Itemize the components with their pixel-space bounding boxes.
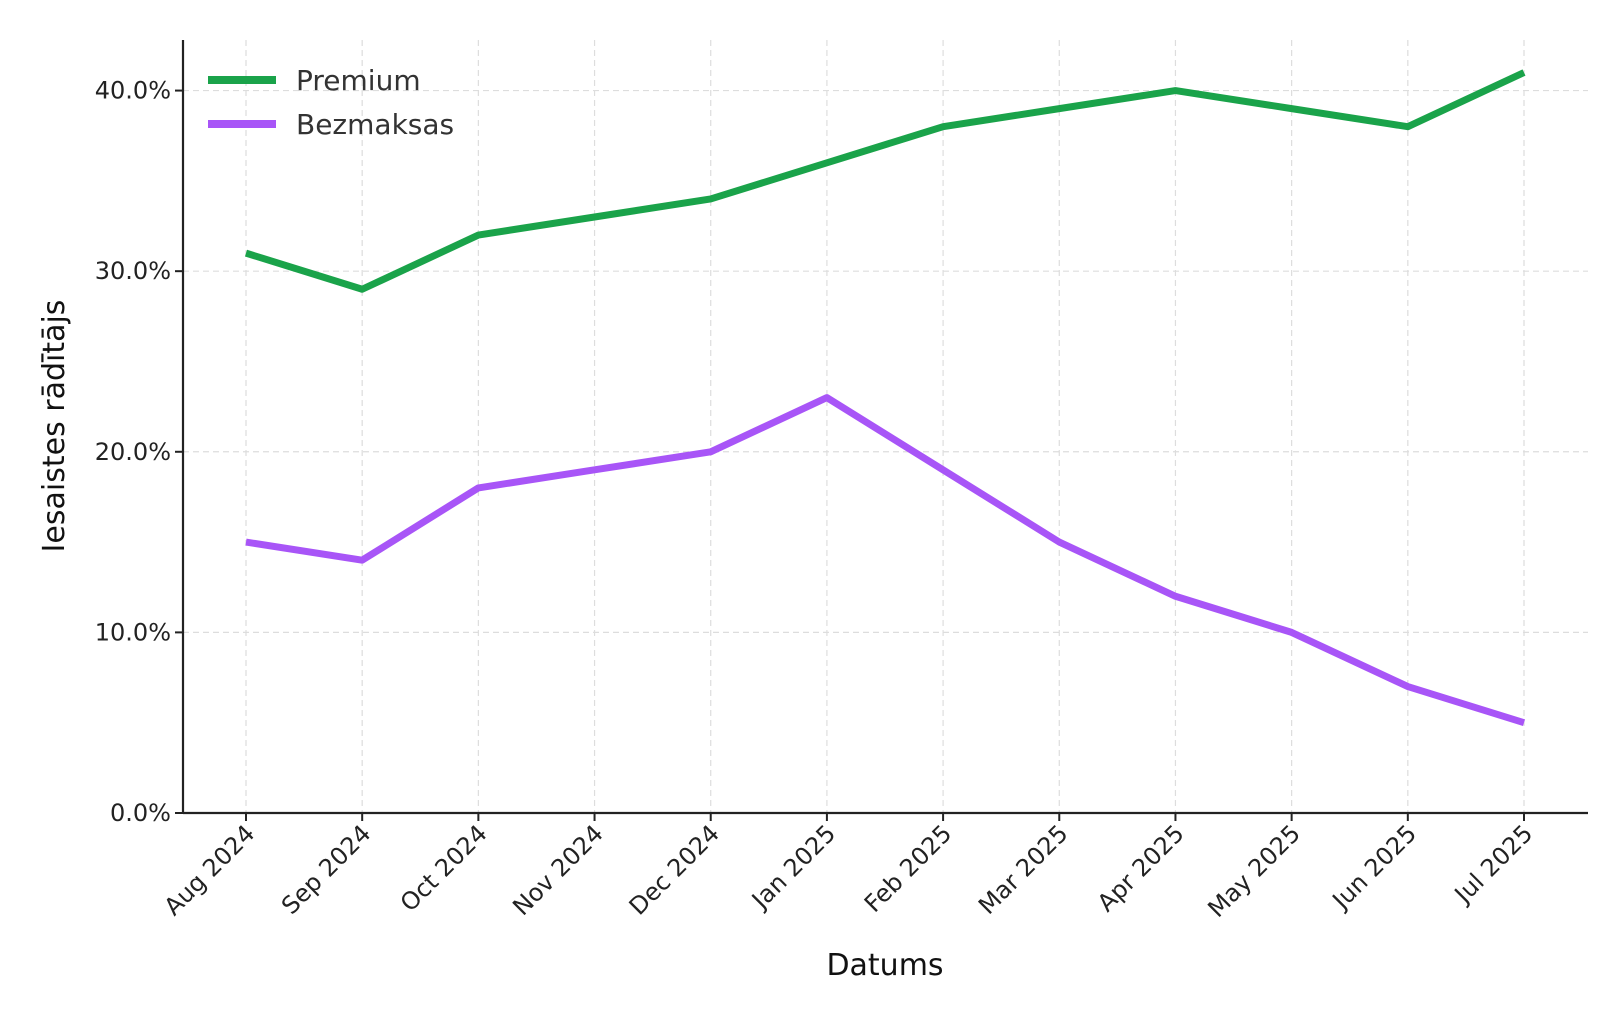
x-tick-label: Aug 2024 <box>159 819 261 921</box>
x-tick-label: Oct 2024 <box>395 819 493 917</box>
legend-label-bezmaksas: Bezmaksas <box>296 108 454 141</box>
series-line-bezmaksas <box>245 394 1526 727</box>
grid <box>183 40 1588 813</box>
legend: Premium Bezmaksas <box>208 64 454 141</box>
x-tick-label: May 2025 <box>1202 819 1305 922</box>
y-ticks: 0.0% 10.0% 20.0% 30.0% 40.0% <box>95 77 183 827</box>
legend-label-premium: Premium <box>296 64 421 97</box>
x-axis-title: Datums <box>826 948 943 983</box>
x-tick-label: Jul 2025 <box>1448 819 1538 909</box>
x-tick-label: Dec 2024 <box>624 819 725 920</box>
y-tick-label: 40.0% <box>95 77 171 105</box>
x-tick-label: Nov 2024 <box>507 819 609 921</box>
x-tick-label: Sep 2024 <box>276 819 376 919</box>
axes <box>181 40 1588 815</box>
x-tick-label: Feb 2025 <box>859 819 957 917</box>
x-tick-label: Jun 2025 <box>1326 819 1422 915</box>
y-tick-label: 30.0% <box>95 257 171 285</box>
x-ticks: Aug 2024 Sep 2024 Oct 2024 Nov 2024 Dec 2024… <box>159 813 1538 923</box>
x-tick-label: Jan 2025 <box>745 819 841 915</box>
series-lines <box>244 69 1526 727</box>
y-tick-label: 0.0% <box>110 799 171 827</box>
x-tick-label: Apr 2025 <box>1092 819 1190 917</box>
y-tick-label: 20.0% <box>95 438 171 466</box>
y-axis-title: Iesaistes rādītājs <box>37 300 72 553</box>
series-line-premium <box>244 69 1526 293</box>
y-tick-label: 10.0% <box>95 618 171 646</box>
x-tick-label: Mar 2025 <box>973 819 1073 919</box>
